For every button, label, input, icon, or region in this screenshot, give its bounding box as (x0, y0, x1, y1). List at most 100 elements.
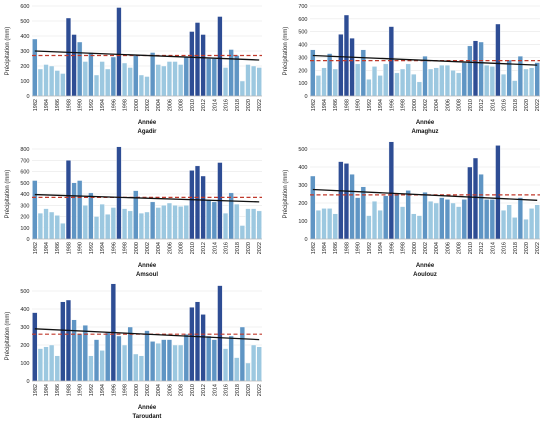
x-tick-label: 2016 (224, 99, 230, 111)
x-tick-label: 1986 (333, 99, 339, 111)
bar-1983 (37, 212, 44, 240)
x-tick-label: 2010 (190, 99, 196, 111)
bar-1997 (116, 7, 122, 97)
x-tick-label: 1988 (66, 384, 72, 396)
bar-2004 (155, 343, 161, 382)
bar-2006 (444, 199, 451, 240)
bar-1999 (127, 326, 133, 382)
chart-panel-amsoul: 0 100 200 300 400 500 600 700 800 1982 1984 1986 198… (0, 143, 270, 283)
bar-1994 (99, 350, 105, 382)
y-tick-label: 300 (298, 183, 307, 189)
bar-2004 (155, 207, 161, 240)
bar-2019 (517, 197, 523, 240)
bar-2004 (433, 67, 439, 97)
bar-2010 (189, 31, 195, 97)
x-tick-label: 2014 (490, 99, 496, 111)
x-tick-label: 2012 (201, 384, 207, 396)
x-tick-label: 2012 (479, 99, 485, 111)
bar-2009 (461, 62, 467, 97)
x-tick-label: 1994 (100, 384, 106, 396)
bar-2002 (422, 55, 428, 97)
x-tick-label: 1982 (311, 242, 317, 254)
bar-2011 (194, 22, 201, 97)
bar-1992 (366, 215, 372, 240)
bar-2010 (467, 45, 473, 97)
bar-1991 (82, 61, 88, 97)
chart-panel-aoulouz: 0 100 200 300 400 500 1982 1984 1986 1988 1990 1992… (278, 141, 548, 283)
bar-1983 (315, 75, 322, 97)
y-tick-label: 200 (298, 68, 307, 74)
x-tick-label: 1992 (367, 99, 373, 111)
bar-2016 (500, 73, 507, 97)
bar-2019 (239, 326, 245, 382)
bar-1990 (355, 63, 361, 97)
x-tick-label: 2008 (179, 384, 185, 396)
bar-2012 (200, 34, 206, 97)
y-tick-label: 700 (298, 4, 307, 10)
x-tick-label: 2010 (468, 99, 474, 111)
x-tick-label: 2000 (134, 99, 140, 111)
bar-2022 (256, 67, 262, 97)
bar-1983 (37, 348, 44, 382)
bar-1984 (43, 346, 49, 382)
bar-1996 (110, 56, 116, 97)
bar-2001 (416, 81, 423, 97)
bar-2001 (416, 215, 423, 240)
y-tick-label: 400 (20, 34, 29, 40)
bar-2016 (222, 212, 229, 240)
x-tick-label: 2022 (535, 99, 541, 111)
x-tick-label: 1994 (100, 99, 106, 111)
x-tick-label: 1984 (44, 242, 50, 254)
x-tick-label: 1994 (378, 242, 384, 254)
x-tick-label: 2004 (434, 99, 440, 111)
y-axis-label: Précipitation (mm) (283, 170, 289, 219)
bar-1988 (343, 163, 350, 240)
x-tick-label: 2008 (179, 99, 185, 111)
bar-2006 (166, 202, 173, 240)
bar-2019 (239, 225, 245, 240)
y-tick-label: 100 (20, 361, 29, 367)
station-name: Taroudant (133, 414, 162, 420)
bar-2015 (217, 285, 223, 382)
x-tick-label: 1992 (89, 384, 95, 396)
bar-2011 (472, 40, 479, 97)
x-tick-label: 1990 (356, 99, 362, 111)
x-tick-label: 2002 (145, 242, 151, 254)
x-tick-label: 1994 (100, 242, 106, 254)
bar-2011 (472, 157, 479, 240)
bar-2016 (222, 348, 229, 382)
x-tick-label: 2018 (235, 99, 241, 111)
y-tick-label: 100 (298, 219, 307, 225)
y-tick-label: 100 (298, 81, 307, 87)
x-axis-label: Année (138, 263, 157, 269)
bar-2012 (200, 175, 206, 240)
x-tick-label: 2020 (246, 384, 252, 396)
bar-2017 (506, 204, 512, 240)
x-tick-label: 1998 (401, 99, 407, 111)
x-tick-label: 2012 (201, 99, 207, 111)
bar-1990 (77, 334, 83, 382)
y-tick-label: 0 (26, 237, 29, 243)
bar-1999 (127, 210, 133, 240)
y-axis-label: Précipitation (mm) (5, 170, 11, 219)
bar-2014 (211, 58, 217, 97)
x-tick-label: 2002 (145, 99, 151, 111)
chart-svg-taroudant: 0 100 200 300 400 500 1982 1984 1986 1988 1990 1992… (5, 283, 263, 420)
bar-1992 (88, 52, 94, 97)
y-tick-label: 700 (20, 158, 29, 164)
bar-2021 (250, 208, 257, 240)
x-tick-label: 2016 (224, 242, 230, 254)
bar-2000 (133, 353, 139, 382)
bar-2013 (484, 199, 490, 240)
x-tick-label: 1996 (389, 242, 395, 254)
bar-1983 (315, 209, 322, 240)
x-tick-label: 1998 (401, 242, 407, 254)
x-tick-label: 2018 (235, 242, 241, 254)
bar-2022 (534, 204, 540, 240)
y-tick-label: 300 (298, 55, 307, 61)
bar-1989 (349, 174, 355, 240)
x-tick-label: 2006 (167, 99, 173, 111)
bar-2003 (149, 341, 156, 382)
bar-1988 (343, 14, 350, 97)
bar-2009 (183, 334, 189, 382)
